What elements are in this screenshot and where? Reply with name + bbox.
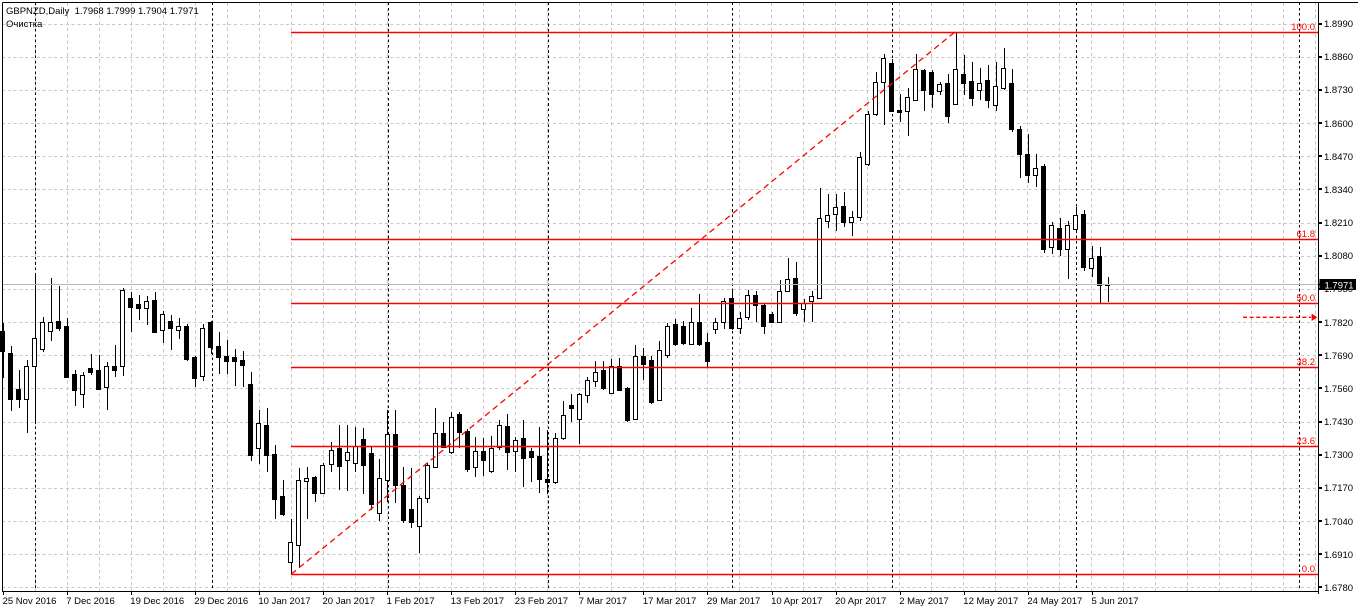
svg-text:1.7971: 1.7971 bbox=[1325, 281, 1354, 292]
svg-text:GBPNZD,Daily 1.7968 1.7999 1.: GBPNZD,Daily 1.7968 1.7999 1.7904 1.7971 bbox=[6, 6, 199, 17]
svg-text:20 Jan 2017: 20 Jan 2017 bbox=[323, 596, 375, 607]
svg-text:1.8080: 1.8080 bbox=[1324, 251, 1353, 262]
svg-text:50.0: 50.0 bbox=[1297, 293, 1316, 304]
svg-text:100.0: 100.0 bbox=[1291, 22, 1315, 33]
svg-text:1.7690: 1.7690 bbox=[1324, 351, 1353, 362]
svg-text:1.8600: 1.8600 bbox=[1324, 119, 1353, 130]
svg-text:1.7430: 1.7430 bbox=[1324, 417, 1353, 428]
svg-text:24 May 2017: 24 May 2017 bbox=[1027, 596, 1082, 607]
svg-text:23 Feb 2017: 23 Feb 2017 bbox=[515, 596, 568, 607]
svg-text:2 May 2017: 2 May 2017 bbox=[899, 596, 949, 607]
svg-text:12 May 2017: 12 May 2017 bbox=[963, 596, 1018, 607]
svg-text:1.7040: 1.7040 bbox=[1324, 517, 1353, 528]
svg-text:61.8: 61.8 bbox=[1297, 229, 1316, 240]
svg-text:23.6: 23.6 bbox=[1297, 436, 1316, 447]
svg-text:17 Mar 2017: 17 Mar 2017 bbox=[643, 596, 696, 607]
svg-text:Очистка: Очистка bbox=[6, 19, 43, 30]
svg-text:1.7170: 1.7170 bbox=[1324, 483, 1353, 494]
svg-text:7 Mar 2017: 7 Mar 2017 bbox=[579, 596, 627, 607]
svg-text:1.8730: 1.8730 bbox=[1324, 85, 1353, 96]
svg-text:1.8860: 1.8860 bbox=[1324, 52, 1353, 63]
svg-text:1.8210: 1.8210 bbox=[1324, 218, 1353, 229]
svg-text:1.7300: 1.7300 bbox=[1324, 450, 1353, 461]
svg-text:29 Mar 2017: 29 Mar 2017 bbox=[707, 596, 760, 607]
svg-text:38.2: 38.2 bbox=[1297, 357, 1316, 368]
svg-text:1.8470: 1.8470 bbox=[1324, 152, 1353, 163]
svg-text:20 Apr 2017: 20 Apr 2017 bbox=[835, 596, 886, 607]
svg-text:7 Dec 2016: 7 Dec 2016 bbox=[66, 596, 115, 607]
svg-text:10 Jan 2017: 10 Jan 2017 bbox=[258, 596, 310, 607]
svg-text:25 Nov 2016: 25 Nov 2016 bbox=[3, 596, 57, 607]
svg-text:10 Apr 2017: 10 Apr 2017 bbox=[771, 596, 822, 607]
svg-text:1 Feb 2017: 1 Feb 2017 bbox=[387, 596, 435, 607]
svg-text:1.7820: 1.7820 bbox=[1324, 318, 1353, 329]
svg-text:1.8340: 1.8340 bbox=[1324, 185, 1353, 196]
svg-text:5 Jun 2017: 5 Jun 2017 bbox=[1092, 596, 1139, 607]
svg-text:19 Dec 2016: 19 Dec 2016 bbox=[130, 596, 184, 607]
svg-text:1.6780: 1.6780 bbox=[1324, 583, 1353, 594]
svg-text:0.0: 0.0 bbox=[1302, 564, 1315, 575]
svg-text:1.7560: 1.7560 bbox=[1324, 384, 1353, 395]
svg-text:1.6910: 1.6910 bbox=[1324, 550, 1353, 561]
svg-text:1.8990: 1.8990 bbox=[1324, 19, 1353, 30]
svg-text:29 Dec 2016: 29 Dec 2016 bbox=[194, 596, 248, 607]
svg-text:13 Feb 2017: 13 Feb 2017 bbox=[451, 596, 504, 607]
